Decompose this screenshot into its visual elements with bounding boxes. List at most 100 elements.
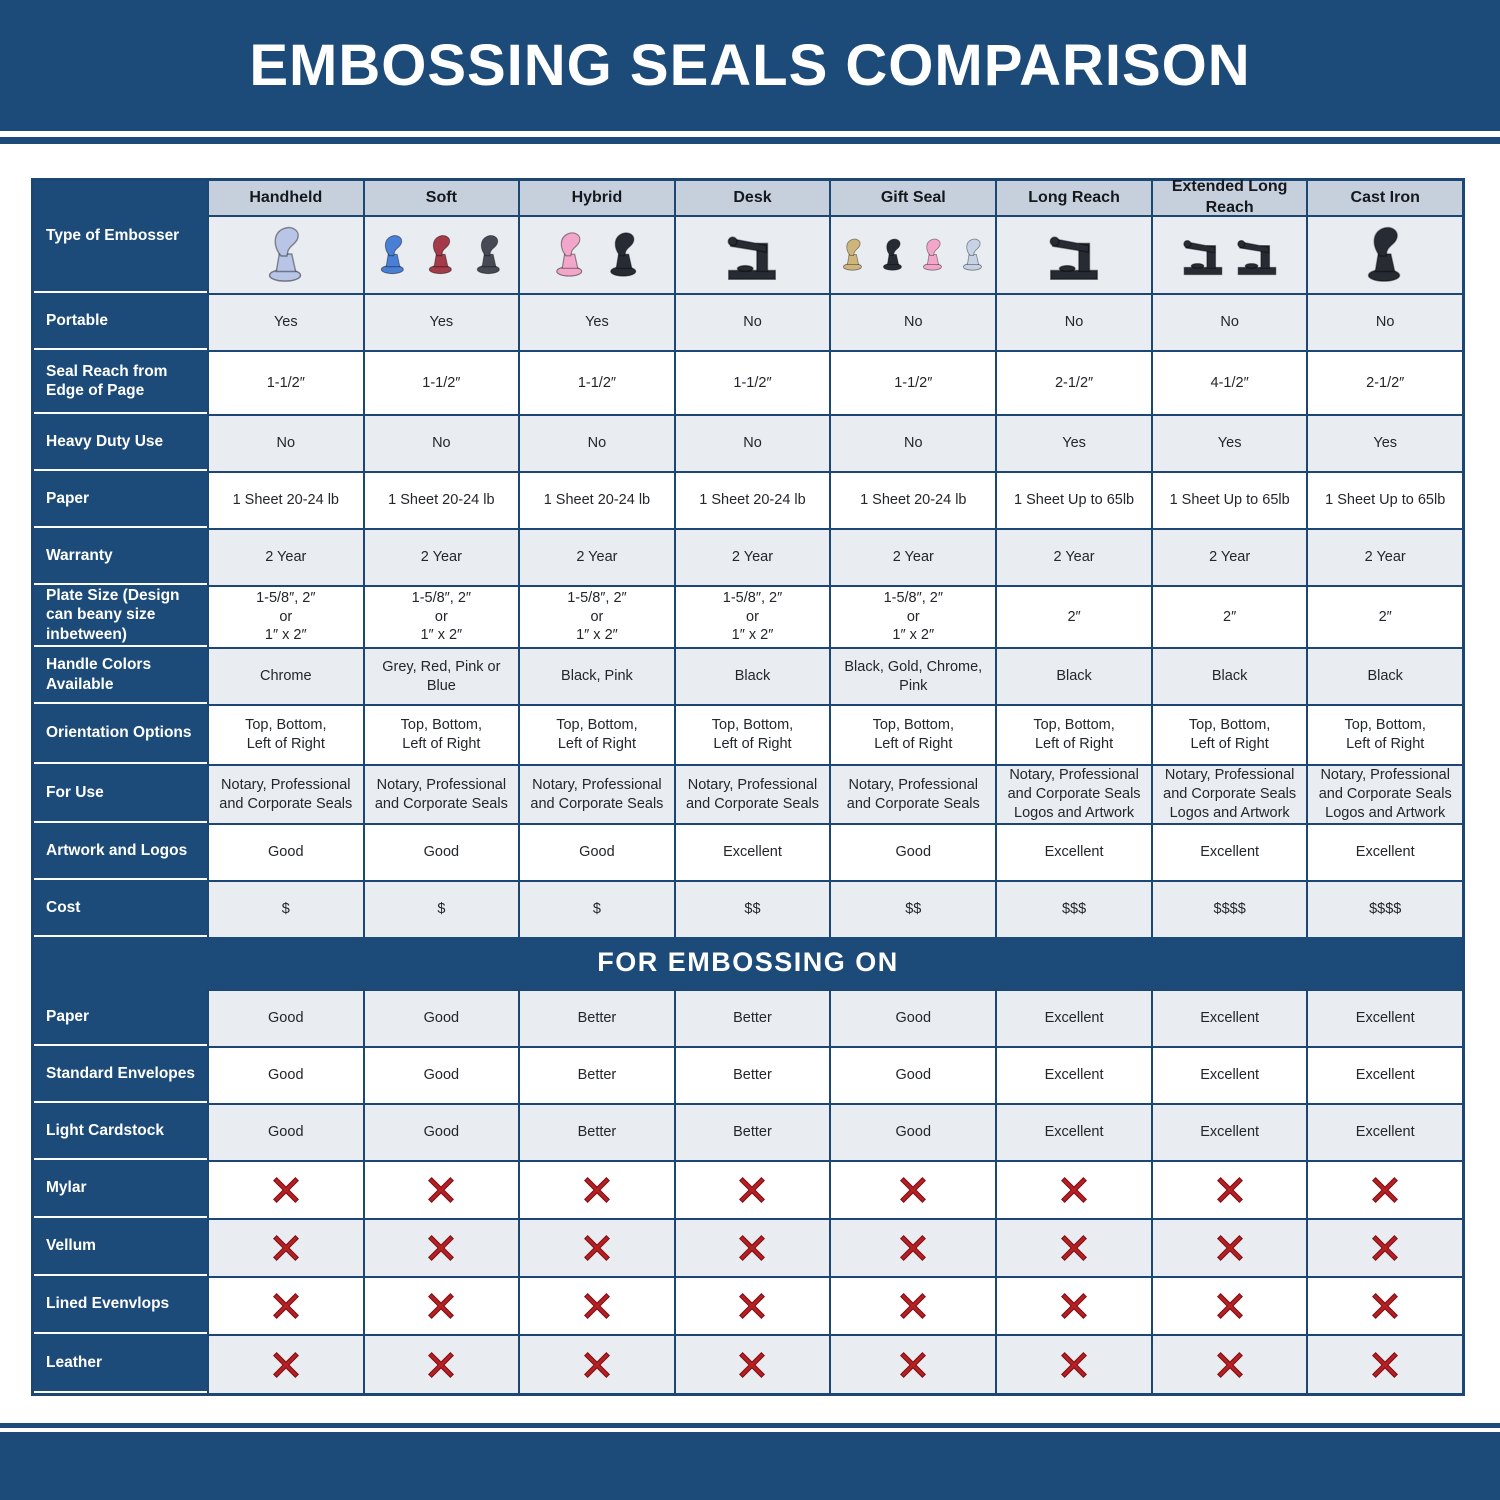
spec-artwork-and-logos-extended-long-reach-cell: Excellent xyxy=(1150,823,1307,880)
embossing-leather-handheld-cell xyxy=(207,1334,363,1393)
embossing-mylar-cast-iron-cell xyxy=(1306,1160,1462,1218)
spec-for-use-hybrid-cell: Notary, Professional and Corporate Seals xyxy=(518,764,674,823)
embossing-standard-envelopes-hybrid-cell: Better xyxy=(518,1046,674,1103)
hand-embosser-icon xyxy=(467,233,511,277)
embossing-lined-evenvlops-desk-cell xyxy=(673,1276,830,1334)
embossing-paper-long-reach-cell: Excellent xyxy=(995,989,1151,1046)
embossing-vellum-handheld-cell xyxy=(207,1218,363,1276)
column-header-long-reach: Long Reach xyxy=(995,181,1151,215)
red-x-icon xyxy=(582,1291,612,1321)
bottom-divider-navy xyxy=(0,1423,1500,1428)
red-x-icon xyxy=(737,1291,767,1321)
row-label-paper: Paper xyxy=(34,471,207,528)
desk-embosser-icon xyxy=(1043,224,1105,286)
spec-orientation-options-cast-iron-cell: Top, Bottom, Left of Right xyxy=(1306,704,1462,764)
column-header-soft: Soft xyxy=(362,181,519,215)
spec-paper-desk-cell: 1 Sheet 20-24 lb xyxy=(673,471,830,528)
spec-artwork-and-logos-hybrid-cell: Good xyxy=(518,823,674,880)
spec-artwork-and-logos-soft-cell: Good xyxy=(362,823,519,880)
spec-heavy-duty-use-handheld-cell: No xyxy=(207,414,363,471)
spec-handle-colors-available-extended-long-reach-cell: Black xyxy=(1150,647,1307,704)
spec-heavy-duty-use-cast-iron-cell: Yes xyxy=(1306,414,1462,471)
embossing-lined-evenvlops-hybrid-cell xyxy=(518,1276,674,1334)
embosser-image-hybrid-embosser xyxy=(518,215,674,293)
spec-artwork-and-logos-gift-seal-cell: Good xyxy=(829,823,996,880)
hand-embosser-icon xyxy=(419,233,463,277)
embossing-mylar-extended-long-reach-cell xyxy=(1150,1160,1307,1218)
row-label-portable: Portable xyxy=(34,293,207,350)
spec-warranty-extended-long-reach-cell: 2 Year xyxy=(1150,528,1307,585)
red-x-icon xyxy=(1059,1291,1089,1321)
spec-heavy-duty-use-desk-cell: No xyxy=(673,414,830,471)
embossing-light-cardstock-hybrid-cell: Better xyxy=(518,1103,674,1160)
embossing-paper-handheld-cell: Good xyxy=(207,989,363,1046)
spec-paper-gift-seal-cell: 1 Sheet 20-24 lb xyxy=(829,471,996,528)
red-x-icon xyxy=(737,1233,767,1263)
spec-cost-desk-cell: $$ xyxy=(673,880,830,937)
spec-seal-reach-from-edge-of-page-hybrid-cell: 1-1/2″ xyxy=(518,350,674,414)
spec-portable-extended-long-reach-cell: No xyxy=(1150,293,1307,350)
embossing-lined-evenvlops-long-reach-cell xyxy=(995,1276,1151,1334)
spec-for-use-cast-iron-cell: Notary, Professional and Corporate Seals… xyxy=(1306,764,1462,823)
embossing-vellum-cast-iron-cell xyxy=(1306,1218,1462,1276)
spec-cost-cast-iron-cell: $$$$ xyxy=(1306,880,1462,937)
spec-plate-size-design-can-beany-size-inbetween-desk-cell: 1-5/8″, 2″ or 1″ x 2″ xyxy=(673,585,830,647)
embossing-mylar-hybrid-cell xyxy=(518,1160,674,1218)
embosser-image-handheld-embosser xyxy=(207,215,363,293)
embosser-image-long-reach-embosser xyxy=(995,215,1151,293)
row-label-cost: Cost xyxy=(34,880,207,937)
row-label-vellum: Vellum xyxy=(34,1218,207,1276)
title-banner: EMBOSSING SEALS COMPARISON xyxy=(0,0,1500,131)
spec-orientation-options-gift-seal-cell: Top, Bottom, Left of Right xyxy=(829,704,996,764)
desk-embosser-icon xyxy=(1178,230,1228,280)
spec-paper-hybrid-cell: 1 Sheet 20-24 lb xyxy=(518,471,674,528)
hand-embosser-icon xyxy=(835,237,871,273)
spec-cost-long-reach-cell: $$$ xyxy=(995,880,1151,937)
spec-plate-size-design-can-beany-size-inbetween-extended-long-reach-cell: 2″ xyxy=(1150,585,1307,647)
column-header-hybrid: Hybrid xyxy=(518,181,674,215)
spec-plate-size-design-can-beany-size-inbetween-handheld-cell: 1-5/8″, 2″ or 1″ x 2″ xyxy=(207,585,363,647)
embossing-lined-evenvlops-gift-seal-cell xyxy=(829,1276,996,1334)
column-header-cast-iron: Cast Iron xyxy=(1306,181,1462,215)
spec-heavy-duty-use-hybrid-cell: No xyxy=(518,414,674,471)
red-x-icon xyxy=(426,1175,456,1205)
embossing-leather-cast-iron-cell xyxy=(1306,1334,1462,1393)
spec-paper-extended-long-reach-cell: 1 Sheet Up to 65lb xyxy=(1150,471,1307,528)
spec-plate-size-design-can-beany-size-inbetween-long-reach-cell: 2″ xyxy=(995,585,1151,647)
embossing-standard-envelopes-gift-seal-cell: Good xyxy=(829,1046,996,1103)
spec-warranty-hybrid-cell: 2 Year xyxy=(518,528,674,585)
row-label-handle-colors-available: Handle Colors Available xyxy=(34,647,207,704)
spec-warranty-soft-cell: 2 Year xyxy=(362,528,519,585)
column-header-extended-long-reach: Extended Long Reach xyxy=(1150,178,1307,216)
desk-embosser-icon xyxy=(1232,230,1282,280)
spec-portable-cast-iron-cell: No xyxy=(1306,293,1462,350)
embossing-vellum-desk-cell xyxy=(673,1218,830,1276)
spec-orientation-options-desk-cell: Top, Bottom, Left of Right xyxy=(673,704,830,764)
red-x-icon xyxy=(898,1175,928,1205)
hand-embosser-icon xyxy=(1354,224,1416,286)
embossing-light-cardstock-desk-cell: Better xyxy=(673,1103,830,1160)
spec-cost-gift-seal-cell: $$ xyxy=(829,880,996,937)
embossing-standard-envelopes-soft-cell: Good xyxy=(362,1046,519,1103)
embossing-mylar-gift-seal-cell xyxy=(829,1160,996,1218)
spec-portable-hybrid-cell: Yes xyxy=(518,293,674,350)
spec-handle-colors-available-desk-cell: Black xyxy=(673,647,830,704)
hand-embosser-icon xyxy=(599,230,649,280)
red-x-icon xyxy=(898,1233,928,1263)
hand-embosser-icon xyxy=(371,233,415,277)
row-label-standard-envelopes: Standard Envelopes xyxy=(34,1046,207,1103)
embossing-paper-extended-long-reach-cell: Excellent xyxy=(1150,989,1307,1046)
spec-handle-colors-available-long-reach-cell: Black xyxy=(995,647,1151,704)
spec-seal-reach-from-edge-of-page-cast-iron-cell: 2-1/2″ xyxy=(1306,350,1462,414)
spec-heavy-duty-use-long-reach-cell: Yes xyxy=(995,414,1151,471)
embossing-leather-extended-long-reach-cell xyxy=(1150,1334,1307,1393)
red-x-icon xyxy=(1059,1233,1089,1263)
embossing-mylar-handheld-cell xyxy=(207,1160,363,1218)
embossing-paper-hybrid-cell: Better xyxy=(518,989,674,1046)
hand-embosser-icon xyxy=(255,224,317,286)
spec-paper-soft-cell: 1 Sheet 20-24 lb xyxy=(362,471,519,528)
row-label-lined-evenvlops: Lined Evenvlops xyxy=(34,1276,207,1334)
row-label-paper: Paper xyxy=(34,989,207,1046)
embossing-standard-envelopes-long-reach-cell: Excellent xyxy=(995,1046,1151,1103)
embossing-standard-envelopes-cast-iron-cell: Excellent xyxy=(1306,1046,1462,1103)
